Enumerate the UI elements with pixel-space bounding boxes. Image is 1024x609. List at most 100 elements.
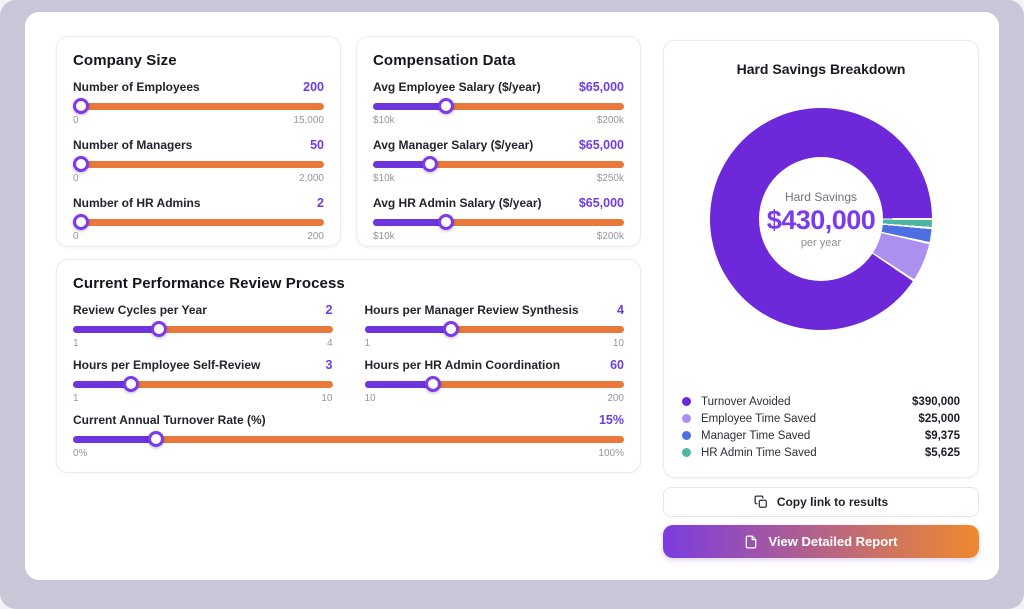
slider-track-rail bbox=[73, 381, 333, 388]
slider-label: Number of HR Admins bbox=[73, 196, 201, 210]
slider-avg-hr-admin-salary-year: Avg HR Admin Salary ($/year) $65,000 $10k $… bbox=[373, 196, 624, 242]
slider-value: 2 bbox=[325, 303, 333, 317]
legend-value: $25,000 bbox=[918, 412, 960, 425]
slider-value: $65,000 bbox=[578, 138, 624, 152]
slider-max-label: 10 bbox=[321, 393, 333, 404]
slider-track-review-cycles-per-year[interactable] bbox=[73, 321, 333, 337]
copy-link-label: Copy link to results bbox=[776, 495, 889, 509]
legend-label: HR Admin Time Saved bbox=[701, 446, 817, 459]
slider-hours-per-hr-admin-coordination: Hours per HR Admin Coordination 60 10 200 bbox=[364, 358, 625, 404]
slider-track-number-of-managers[interactable] bbox=[73, 156, 324, 172]
slider-track-hours-per-hr-admin-coordination[interactable] bbox=[364, 376, 624, 392]
legend-item-manager-time-saved: Manager Time Saved $9,375 bbox=[682, 427, 960, 444]
slider-track-hours-per-manager-review-synthesis[interactable] bbox=[364, 321, 624, 337]
slider-label: Current Annual Turnover Rate (%) bbox=[73, 413, 266, 427]
slider-max-label: 4 bbox=[326, 338, 333, 349]
slider-range-labels: 0 15,000 bbox=[73, 115, 324, 126]
slider-min-label: 1 bbox=[364, 338, 371, 349]
slider-label: Avg Employee Salary ($/year) bbox=[373, 80, 541, 94]
slider-min-label: 1 bbox=[73, 393, 79, 404]
company-size-title: Company Size bbox=[73, 52, 177, 69]
slider-thumb[interactable] bbox=[151, 321, 168, 337]
right-column: Hard Savings Breakdown Hard Savings $430… bbox=[663, 36, 979, 580]
slider-track-fill bbox=[73, 381, 131, 388]
slider-range-labels: 0% 100% bbox=[73, 448, 624, 459]
slider-track-number-of-employees[interactable] bbox=[73, 98, 324, 114]
slider-track-rail bbox=[373, 161, 624, 168]
slider-track-number-of-hr-admins[interactable] bbox=[73, 214, 324, 230]
slider-min-label: 0% bbox=[73, 448, 88, 459]
slider-thumb[interactable] bbox=[422, 156, 439, 172]
legend-dot-icon bbox=[682, 414, 691, 423]
legend-dot-icon bbox=[682, 448, 691, 457]
slider-track-rail bbox=[73, 219, 324, 226]
slider-range-labels: 1 10 bbox=[73, 393, 333, 404]
top-card-row: Company Size Number of Employees 200 0 15,0… bbox=[56, 36, 641, 247]
slider-value: 60 bbox=[610, 358, 624, 372]
slider-value: $65,000 bbox=[578, 196, 624, 210]
slider-track-avg-hr-admin-salary-year[interactable] bbox=[373, 214, 624, 230]
slider-label: Number of Employees bbox=[73, 80, 200, 94]
slider-value: 50 bbox=[310, 138, 324, 152]
slider-max-label: 15,000 bbox=[293, 115, 324, 126]
slider-value: 15% bbox=[598, 413, 624, 427]
view-detailed-report-button[interactable]: View Detailed Report bbox=[663, 525, 979, 558]
slider-number-of-managers: Number of Managers 50 0 2,000 bbox=[73, 138, 324, 184]
slider-thumb[interactable] bbox=[442, 321, 459, 337]
slider-thumb[interactable] bbox=[424, 376, 441, 392]
slider-track-fill bbox=[364, 381, 433, 388]
slider-track-fill bbox=[373, 161, 431, 168]
slider-thumb[interactable] bbox=[73, 214, 90, 230]
slider-thumb[interactable] bbox=[73, 98, 90, 114]
slider-max-label: 100% bbox=[598, 448, 624, 459]
slider-label: Avg Manager Salary ($/year) bbox=[373, 138, 534, 152]
slider-value: 200 bbox=[303, 80, 324, 94]
slider-track-rail bbox=[364, 381, 624, 388]
slider-track-fill bbox=[373, 103, 446, 110]
left-column: Company Size Number of Employees 200 0 15,0… bbox=[56, 36, 641, 580]
company-size-sliders: Number of Employees 200 0 15,000 Number of M… bbox=[73, 80, 324, 242]
slider-value: 4 bbox=[617, 303, 624, 317]
slider-value: $65,000 bbox=[578, 80, 624, 94]
slider-thumb[interactable] bbox=[437, 98, 454, 114]
slider-thumb[interactable] bbox=[147, 431, 164, 447]
slider-track-avg-manager-salary-year[interactable] bbox=[373, 156, 624, 172]
slider-label: Hours per Manager Review Synthesis bbox=[364, 303, 579, 317]
slider-range-labels: 1 10 bbox=[365, 338, 625, 349]
compensation-sliders: Avg Employee Salary ($/year) $65,000 $10k $… bbox=[373, 80, 624, 242]
slider-track-current-annual-turnover-rate[interactable] bbox=[73, 431, 624, 447]
copy-link-button[interactable]: Copy link to results bbox=[663, 487, 979, 517]
slider-range-labels: 10 200 bbox=[365, 393, 625, 404]
slider-range-labels: $10k $200k bbox=[373, 231, 624, 242]
slider-hours-per-manager-review-synthesis: Hours per Manager Review Synthesis 4 1 10 bbox=[364, 303, 625, 349]
slider-track-rail bbox=[73, 326, 333, 333]
slider-max-label: $250k bbox=[596, 173, 624, 184]
slider-current-annual-turnover-rate: Current Annual Turnover Rate (%) 15% 0% 100… bbox=[73, 413, 624, 459]
slider-track-avg-employee-salary-year[interactable] bbox=[373, 98, 624, 114]
slider-label: Number of Managers bbox=[73, 138, 193, 152]
slider-min-label: $10k bbox=[373, 115, 395, 126]
slider-max-label: 200 bbox=[307, 231, 324, 242]
slider-min-label: 0 bbox=[73, 173, 79, 184]
copy-icon bbox=[754, 495, 768, 509]
slider-min-label: 10 bbox=[364, 393, 376, 404]
company-size-card: Company Size Number of Employees 200 0 15,0… bbox=[56, 36, 341, 247]
review-process-card: Current Performance Review Process Revie… bbox=[56, 259, 641, 473]
review-process-sliders: Review Cycles per Year 2 1 4 Hours per Manag… bbox=[73, 303, 624, 459]
slider-thumb[interactable] bbox=[437, 214, 454, 230]
view-detailed-report-label: View Detailed Report bbox=[768, 534, 898, 549]
slider-avg-employee-salary-year: Avg Employee Salary ($/year) $65,000 $10k $… bbox=[373, 80, 624, 126]
slider-thumb[interactable] bbox=[122, 376, 139, 392]
slider-track-hours-per-employee-self-review[interactable] bbox=[73, 376, 333, 392]
slider-max-label: $200k bbox=[596, 115, 624, 126]
legend-dot-icon bbox=[682, 397, 691, 406]
slider-track-fill bbox=[373, 219, 446, 226]
slider-track-rail bbox=[73, 436, 624, 443]
slider-min-label: 1 bbox=[73, 338, 79, 349]
legend-label: Manager Time Saved bbox=[701, 429, 811, 442]
slider-number-of-hr-admins: Number of HR Admins 2 0 200 bbox=[73, 196, 324, 242]
slider-track-rail bbox=[73, 161, 324, 168]
slider-thumb[interactable] bbox=[73, 156, 90, 172]
donut-center-label: Hard Savings bbox=[784, 189, 858, 204]
